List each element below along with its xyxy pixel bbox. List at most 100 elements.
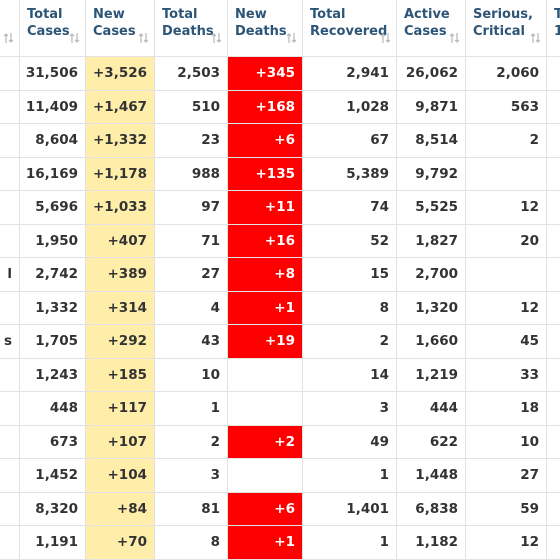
table-cell [0, 425, 20, 459]
table-cell: 14 [303, 358, 397, 392]
column-header[interactable]: Serious, Critical [466, 0, 547, 57]
table-cell: 9,871 [397, 90, 466, 124]
table-cell: 510 [155, 90, 228, 124]
table-cell [228, 392, 303, 426]
table-cell: 2,742 [20, 258, 86, 292]
header-text: Recovered [310, 24, 388, 39]
table-cell: 3 [303, 392, 397, 426]
table-cell: 4 [155, 291, 228, 325]
table-cell: 448 [20, 392, 86, 426]
column-header[interactable]: New Cases [86, 0, 155, 57]
table-cell: 45 [466, 325, 547, 359]
table-cell: +389 [86, 258, 155, 292]
sort-icon[interactable] [530, 32, 541, 44]
sort-icon[interactable] [211, 32, 222, 44]
table-cell [547, 359, 560, 392]
table-cell: 12 [466, 191, 547, 225]
table-cell: +84 [86, 492, 155, 526]
header-text: Cases [27, 24, 70, 39]
table-cell [0, 392, 20, 426]
table-cell: 12 [466, 291, 547, 325]
table-cell: +135 [228, 157, 303, 191]
table-cell [547, 392, 560, 426]
column-header[interactable]: Total Deaths [155, 0, 228, 57]
column-header[interactable]: Total Recovered [303, 0, 397, 57]
header-text: Deaths [162, 24, 214, 39]
table-cell: +1,033 [86, 191, 155, 225]
table-cell: +70 [86, 526, 155, 560]
table-cell [0, 191, 20, 225]
table-cell: 81 [155, 492, 228, 526]
table-cell: 1,320 [397, 291, 466, 325]
sort-icon[interactable] [3, 32, 14, 44]
sort-icon[interactable] [69, 32, 80, 44]
table-cell: 1 [303, 526, 397, 560]
header-text: Deaths [235, 24, 287, 39]
table-cell: 27 [155, 258, 228, 292]
table-cell [0, 90, 20, 124]
table-cell [0, 492, 20, 526]
table-cell: 67 [303, 124, 397, 158]
table-cell: 444 [397, 392, 466, 426]
table-cell [0, 124, 20, 158]
table-cell: 20 [466, 224, 547, 258]
header-text: Cases [404, 24, 447, 39]
table-cell [466, 157, 547, 191]
table-cell: 1,452 [20, 459, 86, 493]
table-cell: 2,503 [155, 57, 228, 91]
table-cell: 18 [466, 392, 547, 426]
table-cell: 1 [155, 392, 228, 426]
table-cell: +2 [228, 425, 303, 459]
column-header[interactable]: New Deaths [228, 0, 303, 57]
table-cell: 11,409 [20, 90, 86, 124]
table-cell: 1,401 [303, 492, 397, 526]
table-cell [547, 493, 560, 526]
table-cell: 1,191 [20, 526, 86, 560]
table-cell: +11 [228, 191, 303, 225]
header-text: T [554, 7, 560, 22]
table-cell: +345 [228, 57, 303, 91]
table-cell: +1,178 [86, 157, 155, 191]
table-cell [547, 57, 560, 91]
table-cell: 2 [155, 425, 228, 459]
table-cell: +8 [228, 258, 303, 292]
table-cell: 8 [155, 526, 228, 560]
table-cell: 52 [303, 224, 397, 258]
table-cell [547, 426, 560, 459]
table-cell: 2 [466, 124, 547, 158]
header-text: Total [27, 7, 63, 22]
header-text: Critical [473, 24, 526, 39]
table-cell: +314 [86, 291, 155, 325]
table-cell: 1,182 [397, 526, 466, 560]
table-cell: 5,525 [397, 191, 466, 225]
table-cell: 2,700 [397, 258, 466, 292]
sort-icon[interactable] [286, 32, 297, 44]
table-cell: l [0, 258, 20, 292]
column-header[interactable] [0, 0, 20, 57]
table-cell: 15 [303, 258, 397, 292]
sort-icon[interactable] [138, 32, 149, 44]
header-text: Total [162, 7, 198, 22]
table-cell: 1,705 [20, 325, 86, 359]
table-cell [547, 91, 560, 124]
sort-icon[interactable] [380, 32, 391, 44]
table-cell: +407 [86, 224, 155, 258]
table-cell: +6 [228, 124, 303, 158]
column-header[interactable]: Total Cases [20, 0, 86, 57]
table-cell: 33 [466, 358, 547, 392]
header-text: Total [310, 7, 346, 22]
table-cell [0, 459, 20, 493]
table-cell: 10 [466, 425, 547, 459]
table-cell: +16 [228, 224, 303, 258]
column-header[interactable]: Active Cases [397, 0, 466, 57]
table-cell: 5,389 [303, 157, 397, 191]
table-cell: +107 [86, 425, 155, 459]
table-cell: 26,062 [397, 57, 466, 91]
header-text: Active [404, 7, 450, 22]
table-cell: +168 [228, 90, 303, 124]
table-cell: 3 [155, 459, 228, 493]
table-cell [547, 158, 560, 191]
sort-icon[interactable] [449, 32, 460, 44]
